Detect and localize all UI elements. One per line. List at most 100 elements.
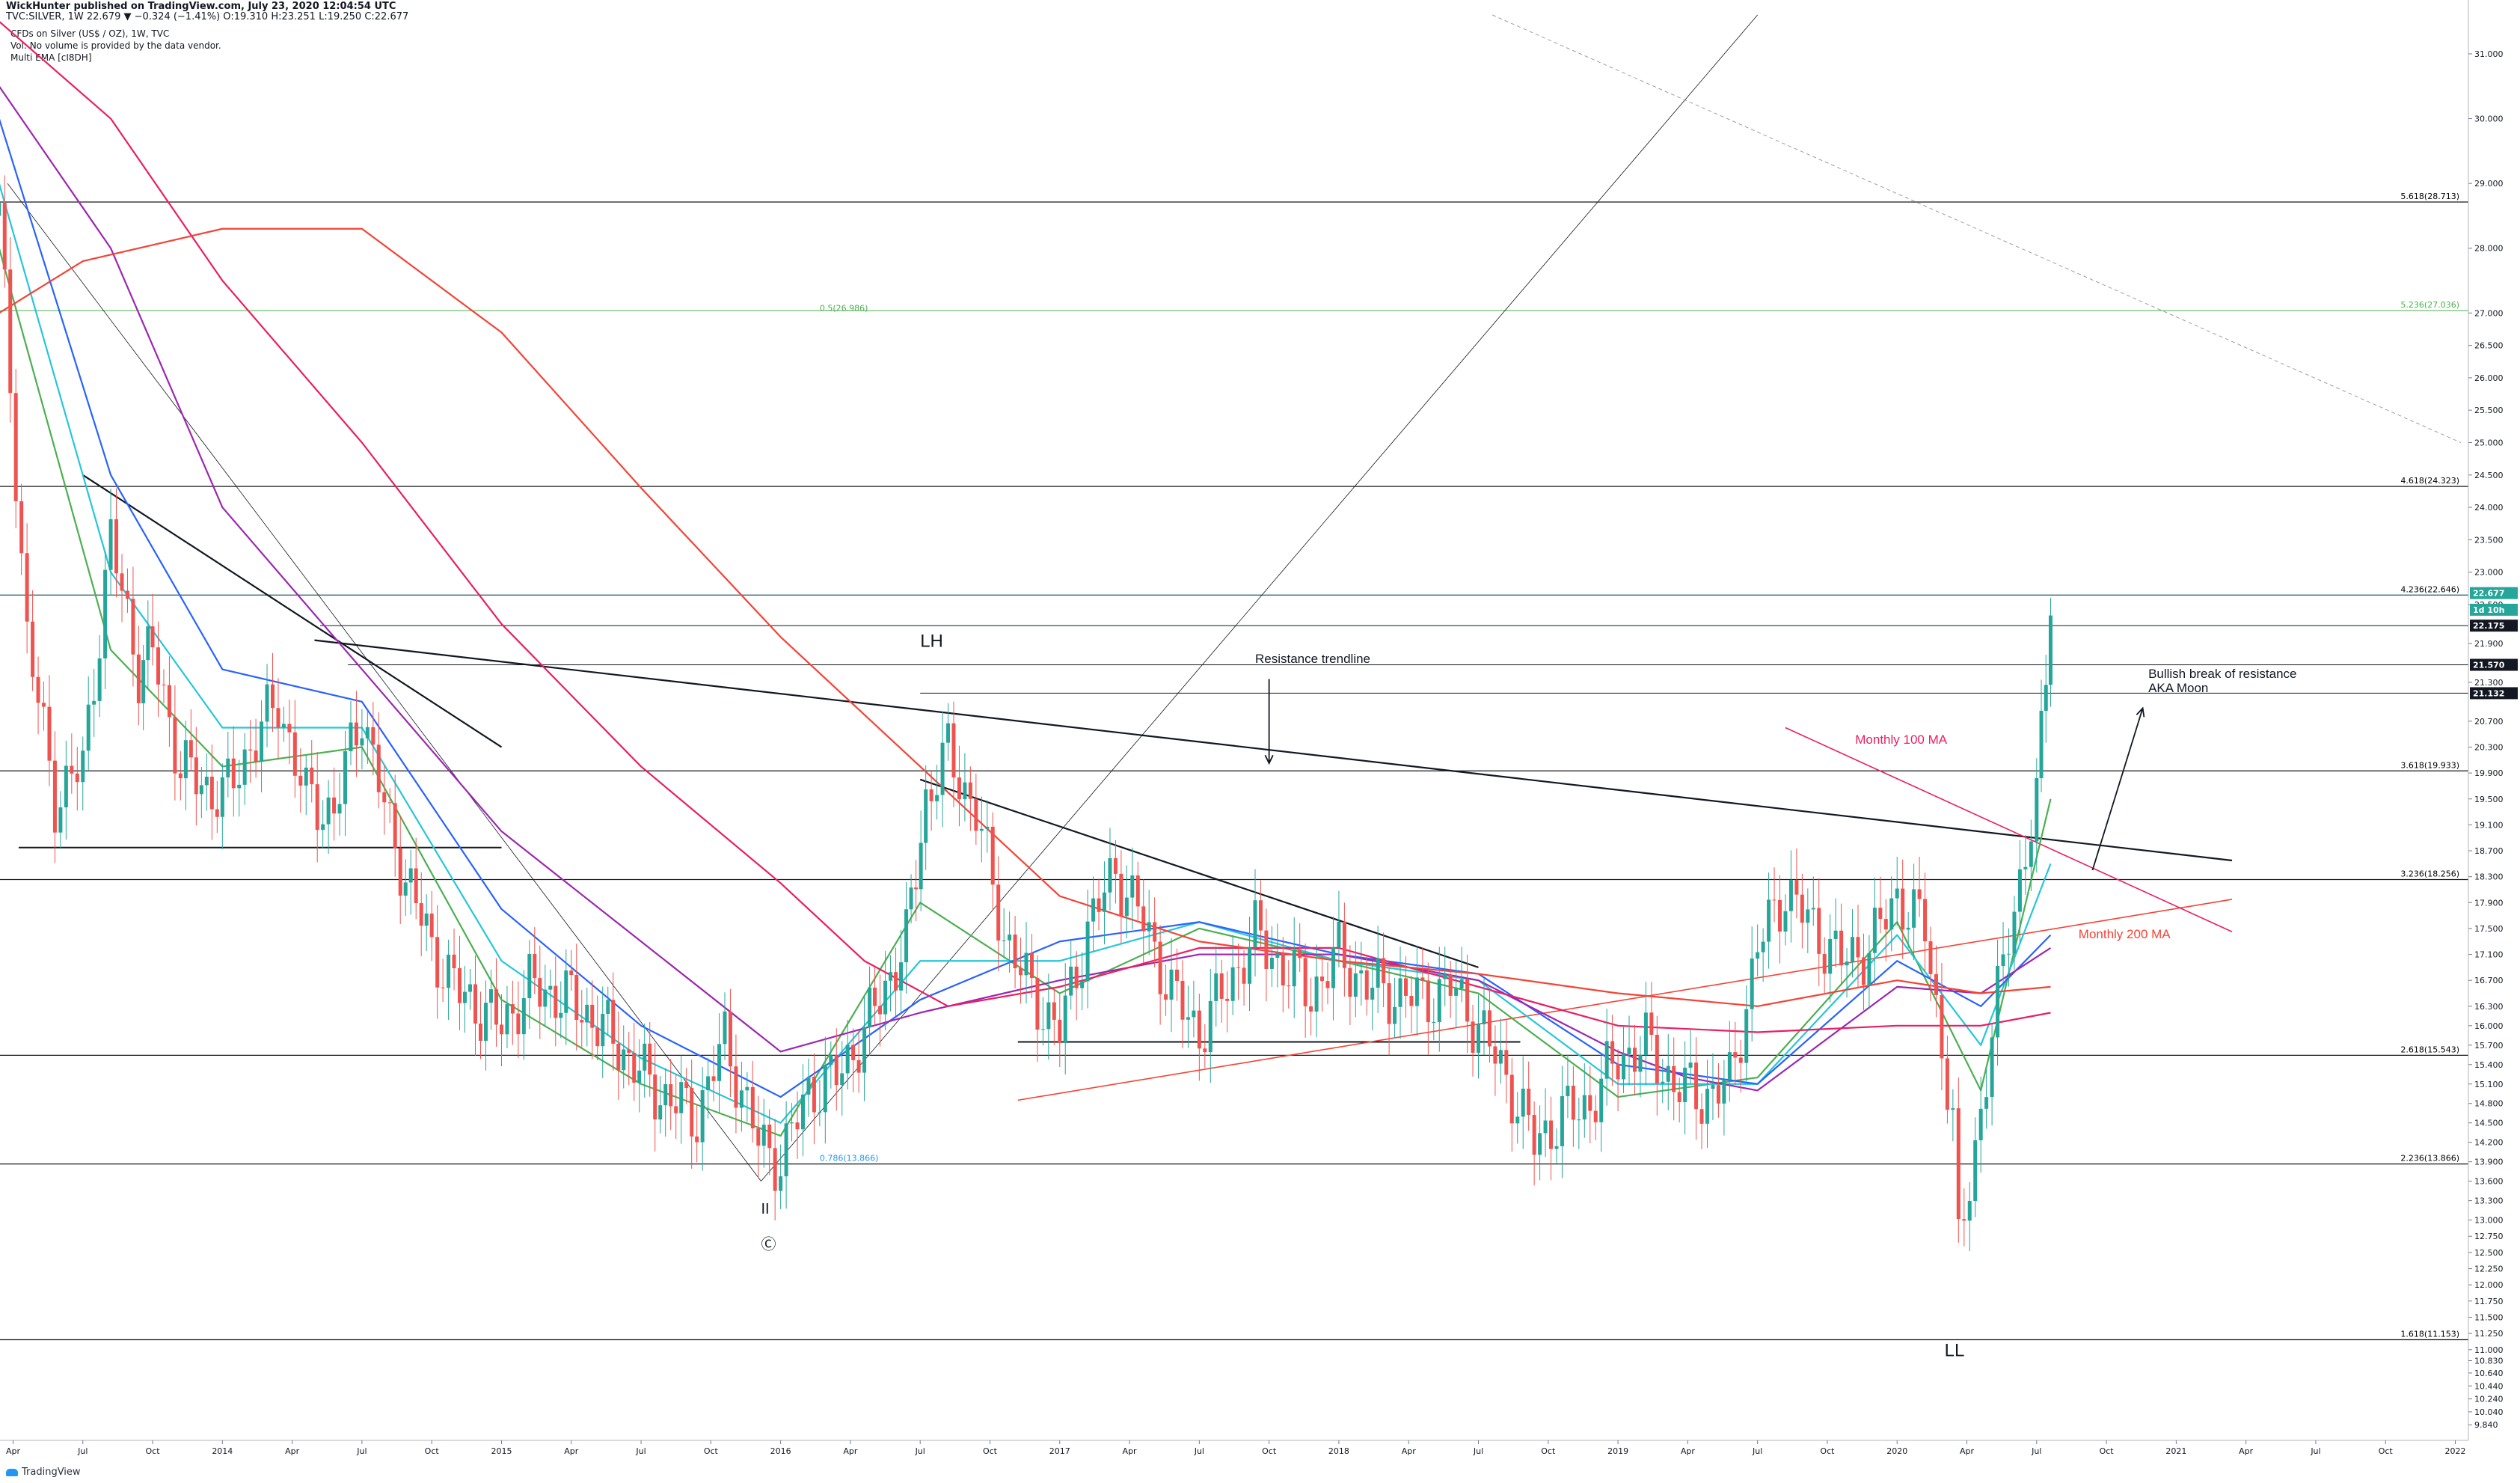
price-label-box [2470, 687, 2518, 700]
candle-body [120, 573, 124, 591]
candle-body [674, 1106, 678, 1113]
candle-body [215, 809, 219, 817]
annotation-bullish-break-of-resistance: Bullish break of resistance [2148, 667, 2296, 681]
candle-body [745, 1086, 749, 1091]
candle-body [919, 843, 923, 890]
y-tick-label: 11.000 [2474, 1345, 2504, 1355]
x-tick-label: 2019 [1607, 1446, 1628, 1456]
candle-body [2029, 841, 2033, 867]
moon-arrow-head [2136, 706, 2145, 718]
candle-body [1794, 880, 1799, 895]
x-tick-label: Apr [1681, 1446, 1696, 1456]
candle-body [543, 989, 548, 1007]
candle-body [220, 777, 224, 817]
candle-body [1716, 1085, 1720, 1104]
candle-body [419, 903, 423, 926]
x-tick-label: Jul [1473, 1446, 1483, 1456]
candle-body [1906, 927, 1910, 930]
y-tick-label: 12.250 [2474, 1265, 2504, 1274]
candle-body [103, 569, 108, 658]
candle-body [1845, 961, 1849, 966]
candle-body [1566, 1086, 1570, 1096]
candle-body [1643, 1012, 1648, 1056]
candle-body [878, 1006, 883, 1015]
candle-body [559, 1012, 563, 1018]
candle-body [1130, 875, 1135, 898]
candle-body [1627, 1048, 1631, 1054]
candle-body [1817, 908, 1821, 954]
candle-body [1811, 908, 1815, 910]
candle-body [47, 706, 52, 761]
candle-body [1638, 1055, 1643, 1072]
candle-body [637, 1070, 642, 1083]
candle-body [1303, 958, 1307, 1006]
price-label-text: 22.677 [2473, 589, 2504, 599]
candle-body [365, 727, 370, 739]
tradingview-logo[interactable]: TradingView [6, 1467, 81, 1478]
candle-body [690, 1087, 694, 1137]
candle-body [1839, 930, 1844, 966]
y-tick-label: 28.000 [2474, 244, 2504, 254]
y-tick-label: 21.900 [2474, 639, 2504, 649]
candle-body [1387, 983, 1391, 1024]
candle-body [8, 269, 13, 394]
candle-body [946, 723, 951, 743]
candle-body [458, 968, 462, 1003]
candle-body [452, 954, 456, 969]
candle-body [924, 789, 928, 843]
candle-body [64, 765, 68, 808]
downtrend-line-1 [82, 474, 503, 748]
candle-body [1661, 1081, 1665, 1083]
fib-level-label: 3.618(19.933) [2400, 760, 2459, 770]
candle-body [1364, 970, 1369, 1000]
candle-body [1342, 921, 1346, 968]
dashed-trendline [1492, 14, 2462, 443]
candle-body [1409, 995, 1414, 1006]
candle-body [1008, 934, 1012, 941]
candle-body [292, 732, 297, 776]
annotation-lh: LH [920, 631, 943, 651]
candle-body [398, 848, 402, 896]
x-tick-label: 2020 [1886, 1446, 1907, 1456]
y-tick-label: 15.400 [2474, 1060, 2504, 1070]
fib-level-label: 2.618(15.543) [2400, 1045, 2459, 1054]
y-tick-label: 20.300 [2474, 742, 2504, 752]
y-tick-label: 12.750 [2474, 1232, 2504, 1241]
candle-body [298, 775, 303, 786]
candle-body [1292, 950, 1296, 987]
candle-body [806, 1077, 811, 1095]
candle-body [1192, 1010, 1196, 1018]
candle-body [1046, 1002, 1051, 1030]
candle-body [1269, 958, 1274, 969]
candle-body [1889, 898, 1894, 930]
annotation-aka-moon: AKA Moon [2148, 681, 2208, 695]
candle-body [1851, 937, 1855, 962]
y-tick-label: 11.250 [2474, 1329, 2504, 1339]
candle-body [590, 1004, 595, 1028]
x-tick-label: Oct [425, 1446, 440, 1456]
candle-body [1298, 950, 1302, 958]
candle-body [1672, 1065, 1676, 1092]
candle-body [845, 1045, 850, 1074]
candle-body [1666, 1065, 1670, 1082]
candle-body [1872, 908, 1877, 953]
candle-body [653, 1074, 657, 1120]
candle-body [429, 913, 434, 938]
price-label-text: 22.175 [2473, 621, 2504, 631]
y-tick-label: 31.000 [2474, 49, 2504, 59]
ma-line-ema-fast [0, 248, 2052, 1137]
x-tick-label: Jul [2031, 1446, 2041, 1456]
candle-body [1610, 1041, 1615, 1064]
candle-body [580, 1020, 584, 1023]
candle-body [2023, 866, 2028, 869]
candle-body [75, 773, 79, 783]
monthly-200ma-trendline [1017, 899, 2233, 1101]
drawings [7, 14, 2462, 1181]
candle-body [387, 802, 392, 804]
y-tick-label: 27.000 [2474, 308, 2504, 318]
fib-level-label: 3.236(18.256) [2400, 869, 2459, 878]
x-tick-label: Apr [1402, 1446, 1417, 1456]
annotation-monthly-100-ma: Monthly 100 MA [1855, 733, 1947, 747]
candle-body [13, 393, 18, 501]
